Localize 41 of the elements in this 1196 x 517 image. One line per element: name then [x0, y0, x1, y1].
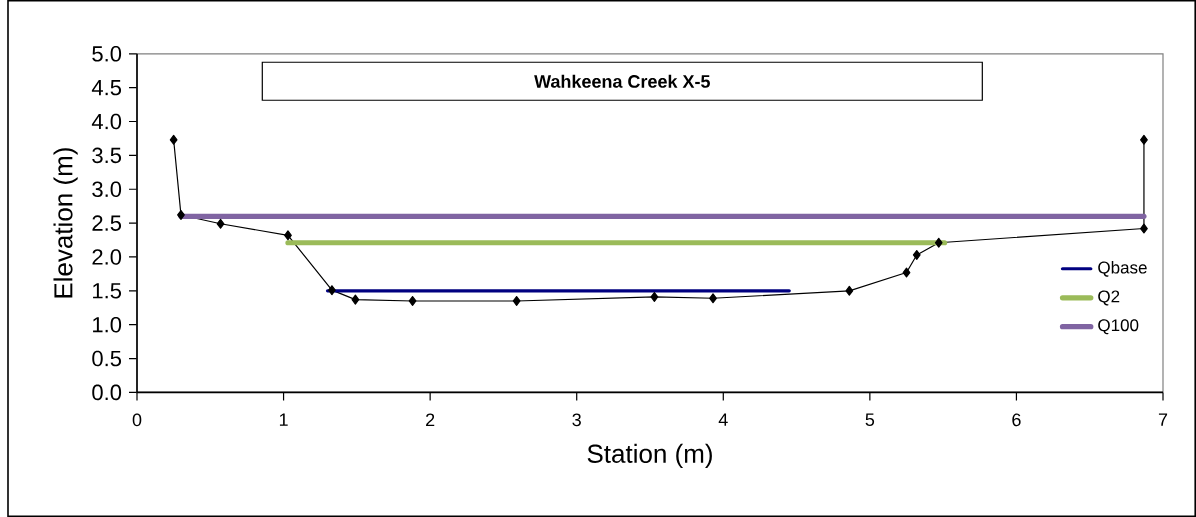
x-tick-label: 1: [279, 413, 288, 426]
point: [284, 230, 292, 241]
y-tick-label: 3.0: [92, 181, 122, 198]
legend-label: Q100: [1098, 319, 1139, 335]
y-tick-label: 3.5: [92, 147, 122, 164]
point: [169, 134, 178, 145]
x-tick-label: 3: [572, 413, 581, 427]
point: [902, 267, 911, 278]
point: [650, 291, 659, 302]
point: [351, 294, 360, 305]
x-tick-label: 0: [132, 413, 142, 427]
y-tick-label: 0.0: [92, 384, 122, 401]
x-tick-label: 7: [1158, 413, 1168, 426]
x-tick-label: 2: [426, 413, 435, 427]
text: Wahkeena Creek X-5: [534, 74, 710, 88]
legend-label: Qbase: [1098, 261, 1147, 277]
point: [216, 218, 225, 229]
point: [408, 295, 417, 306]
y-tick-label: 2.0: [92, 249, 122, 265]
y-axis-title: Elevation (m): [53, 148, 78, 298]
point: [177, 209, 185, 220]
point: [709, 293, 717, 304]
point: [845, 285, 854, 296]
y-tick-label: 0.5: [92, 350, 122, 367]
point: [512, 295, 521, 306]
y-tick-label: 1.0: [93, 316, 122, 333]
y-tick-label: 2.5: [92, 215, 122, 231]
x-tick-label: 5: [865, 413, 875, 427]
y-tick-label: 4.5: [91, 80, 122, 96]
y-tick-label: 1.5: [93, 283, 122, 299]
x-axis-title: Station (m): [587, 443, 712, 469]
x-tick-label: 6: [1012, 413, 1021, 427]
legend-label: Q2: [1098, 290, 1120, 306]
point: [1140, 223, 1148, 234]
point: [328, 285, 336, 296]
point: [1140, 134, 1148, 145]
x-tick-label: 4: [718, 413, 728, 426]
point: [934, 237, 943, 248]
y-tick-label: 4.0: [91, 113, 122, 130]
point: [912, 249, 921, 260]
y-tick-label: 5.0: [92, 46, 122, 62]
